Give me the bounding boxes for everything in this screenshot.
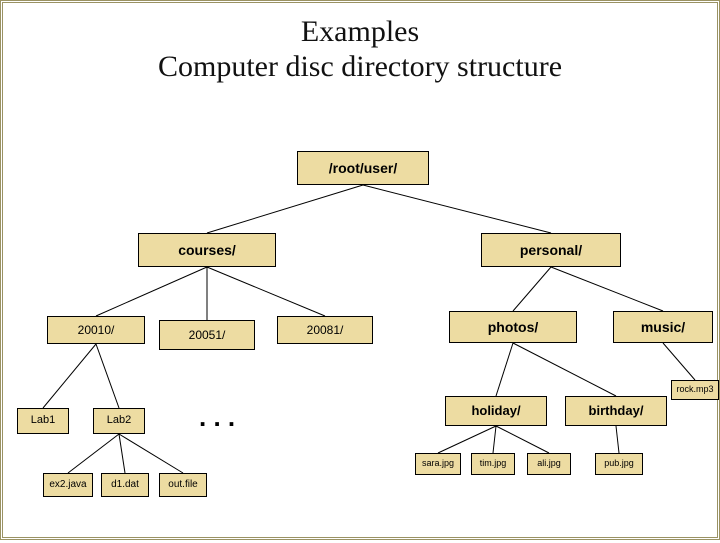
node-root: /root/user/ bbox=[297, 151, 429, 185]
node-birthday: birthday/ bbox=[565, 396, 667, 426]
title-line-2: Computer disc directory structure bbox=[158, 50, 562, 83]
node-lab2: Lab2 bbox=[93, 408, 145, 434]
node-holiday: holiday/ bbox=[445, 396, 547, 426]
node-c20081: 20081/ bbox=[277, 316, 373, 344]
node-d1: d1.dat bbox=[101, 473, 149, 497]
node-outfile: out.file bbox=[159, 473, 207, 497]
node-courses: courses/ bbox=[138, 233, 276, 267]
node-c20051: 20051/ bbox=[159, 320, 255, 350]
node-c20010: 20010/ bbox=[47, 316, 145, 344]
node-personal: personal/ bbox=[481, 233, 621, 267]
ellipsis: . . . bbox=[199, 402, 235, 433]
title-line-1: Examples bbox=[301, 15, 419, 48]
node-sara: sara.jpg bbox=[415, 453, 461, 475]
node-lab1: Lab1 bbox=[17, 408, 69, 434]
node-music: music/ bbox=[613, 311, 713, 343]
node-ali: ali.jpg bbox=[527, 453, 571, 475]
node-rock: rock.mp3 bbox=[671, 380, 719, 400]
node-pub: pub.jpg bbox=[595, 453, 643, 475]
slide: Examples Computer disc directory structu… bbox=[0, 0, 720, 540]
node-ex2: ex2.java bbox=[43, 473, 93, 497]
node-photos: photos/ bbox=[449, 311, 577, 343]
node-tim: tim.jpg bbox=[471, 453, 515, 475]
slide-title: Examples Computer disc directory structu… bbox=[3, 15, 717, 84]
